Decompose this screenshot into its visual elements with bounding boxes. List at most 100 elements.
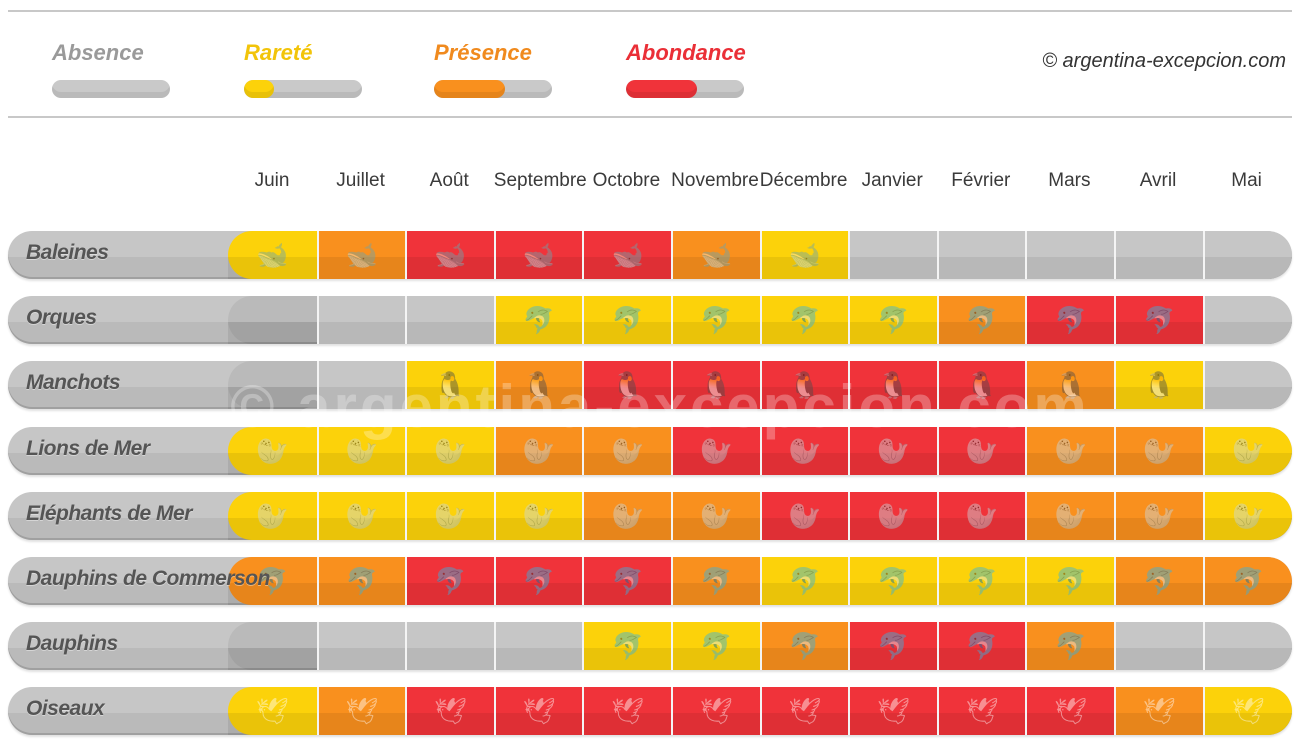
- cell-rarete: 🐋: [759, 231, 849, 279]
- cell-abondance: 🕊: [759, 687, 849, 736]
- cell-abondance: 🕊: [671, 687, 760, 736]
- legend-item-absence: Absence: [52, 40, 192, 110]
- cell-presence: 🦭: [493, 426, 583, 475]
- cell-abondance: 🐧: [936, 361, 1026, 410]
- cell-abondance: 🦭: [671, 426, 760, 475]
- cell-rarete: 🐬: [671, 296, 760, 345]
- orca-icon: 🐬: [877, 305, 910, 336]
- penguin-icon: 🐧: [700, 370, 733, 401]
- commerson-dolphin-icon: 🐬: [345, 566, 379, 596]
- cell-absence: [1202, 361, 1292, 410]
- penguin-icon: 🐧: [611, 370, 644, 401]
- cell-abondance: 🕊: [493, 687, 583, 736]
- sea-lion-icon: 🦭: [1232, 435, 1265, 466]
- orca-icon: 🐬: [611, 305, 644, 336]
- cell-presence: 🐬: [228, 557, 317, 605]
- cell-rarete: 🐬: [493, 296, 583, 345]
- month-label: Janvier: [861, 170, 923, 191]
- elephant-seal-icon: 🦭: [1054, 500, 1087, 531]
- elephant-seal-icon: 🦭: [611, 500, 644, 531]
- penguin-icon: 🐧: [522, 370, 556, 401]
- legend-item-abondance: Abondance: [626, 40, 766, 110]
- whale-icon: 🐋: [256, 240, 289, 270]
- cell-rarete: 🕊: [228, 687, 317, 736]
- cell-presence: 🦭: [1114, 491, 1203, 540]
- animal-label: Orques: [26, 306, 97, 330]
- cell-rarete: 🐧: [405, 361, 494, 410]
- dolphin-icon: 🐬: [877, 631, 910, 662]
- commerson-dolphin-icon: 🐬: [877, 566, 910, 596]
- cell-absence: [405, 622, 494, 671]
- cell-absence: [1025, 231, 1114, 279]
- cell-presence: 🐬: [1025, 622, 1114, 671]
- cell-absence: [1202, 622, 1292, 671]
- cell-absence: [228, 361, 317, 410]
- row-baleines: Baleines 🐋 🐋 🐋 🐋 🐋 🐋 🐋: [8, 231, 1292, 279]
- sea-lion-icon: 🦭: [877, 435, 910, 466]
- cell-rarete: 🦭: [1202, 426, 1292, 475]
- animal-label: Eléphants de Mer: [26, 501, 192, 525]
- sea-lion-icon: 🦭: [788, 435, 822, 466]
- whale-icon: 🐋: [788, 240, 822, 270]
- cell-abondance: 🐬: [405, 557, 494, 605]
- commerson-dolphin-icon: 🐬: [434, 566, 467, 596]
- cell-absence: [493, 622, 583, 671]
- month-label: Octobre: [592, 170, 661, 191]
- animal-label: Dauphins de Commerson: [26, 567, 270, 590]
- commerson-dolphin-icon: 🐬: [256, 566, 289, 596]
- commerson-dolphin-icon: 🐬: [1143, 566, 1176, 596]
- cell-presence: 🕊: [316, 687, 406, 736]
- sea-lion-icon: 🦭: [345, 435, 379, 466]
- animal-label: Baleines: [26, 241, 109, 264]
- elephant-seal-icon: 🦭: [345, 500, 379, 531]
- legend-swatch-presence: [434, 80, 552, 98]
- cell-abondance: 🐬: [582, 557, 671, 605]
- cell-presence: 🐬: [936, 296, 1026, 345]
- cell-abondance: 🐬: [936, 622, 1026, 671]
- bird-icon: 🕊: [699, 696, 733, 727]
- cell-abondance: 🐋: [405, 231, 494, 279]
- cell-presence: 🐬: [316, 557, 406, 605]
- row-lions-de-mer: Lions de Mer 🦭 🦭 🦭 🦭 🦭 🦭 🦭 🦭 🦭 🦭 🦭 🦭: [8, 426, 1292, 475]
- commerson-dolphin-icon: 🐬: [700, 566, 733, 596]
- penguin-icon: 🐧: [877, 370, 910, 401]
- legend-label-abondance: Abondance: [626, 40, 746, 65]
- cell-rarete: 🐬: [759, 296, 849, 345]
- cell-absence: [228, 622, 317, 671]
- cell-abondance: 🐧: [759, 361, 849, 410]
- commerson-dolphin-icon: 🐬: [611, 566, 644, 596]
- month-label: Septembre: [493, 170, 587, 191]
- cell-rarete: 🐬: [1025, 557, 1114, 605]
- cell-rarete: 🦭: [405, 491, 494, 540]
- bird-icon: 🕊: [1054, 696, 1088, 727]
- whale-icon: 🐋: [611, 240, 644, 270]
- legend-fill-rarete: [244, 80, 274, 98]
- animal-label: Oiseaux: [26, 697, 105, 721]
- elephant-seal-icon: 🦭: [877, 500, 910, 531]
- dolphin-icon: 🐬: [700, 631, 733, 662]
- legend-label-rarete: Rareté: [244, 40, 313, 65]
- penguin-icon: 🐧: [788, 370, 822, 401]
- legend-swatch-absence: [52, 80, 170, 98]
- cell-absence: [1202, 231, 1292, 279]
- bird-icon: 🕊: [433, 696, 467, 727]
- cell-abondance: 🦭: [936, 491, 1026, 540]
- cell-absence: [848, 231, 937, 279]
- month-label: Mai: [1231, 170, 1262, 191]
- bird-icon: 🕊: [611, 696, 645, 727]
- orca-icon: 🐬: [1054, 305, 1087, 336]
- sea-lion-icon: 🦭: [522, 435, 556, 466]
- bird-icon: 🕊: [255, 696, 289, 727]
- cell-presence: 🦭: [582, 426, 671, 475]
- cell-rarete: 🐬: [759, 557, 849, 605]
- top-rule: [8, 10, 1292, 12]
- cell-presence: 🐬: [1202, 557, 1292, 605]
- month-label: Février: [951, 170, 1011, 191]
- cell-presence: 🐬: [759, 622, 849, 671]
- orca-icon: 🐬: [1143, 305, 1176, 336]
- row-el-phants-de-mer: Eléphants de Mer 🦭 🦭 🦭 🦭 🦭 🦭 🦭 🦭 🦭 🦭 🦭 🦭: [8, 491, 1292, 540]
- cell-absence: [316, 296, 406, 345]
- cell-rarete: 🐋: [228, 231, 317, 279]
- bird-icon: 🕊: [1142, 696, 1176, 727]
- penguin-icon: 🐧: [1143, 370, 1176, 401]
